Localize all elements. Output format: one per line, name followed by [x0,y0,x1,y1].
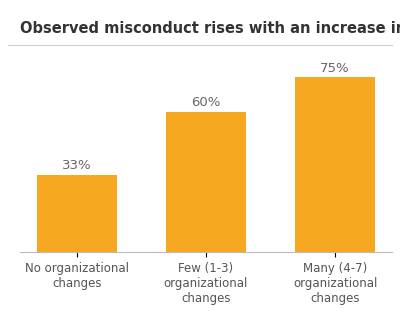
Text: Observed misconduct rises with an increase in organizational change: Observed misconduct rises with an increa… [20,21,400,36]
Bar [37,175,117,252]
Text: 75%: 75% [320,61,350,75]
Text: 33%: 33% [62,159,92,172]
Bar [166,112,246,252]
Text: 60%: 60% [191,96,221,110]
Bar [295,77,375,252]
